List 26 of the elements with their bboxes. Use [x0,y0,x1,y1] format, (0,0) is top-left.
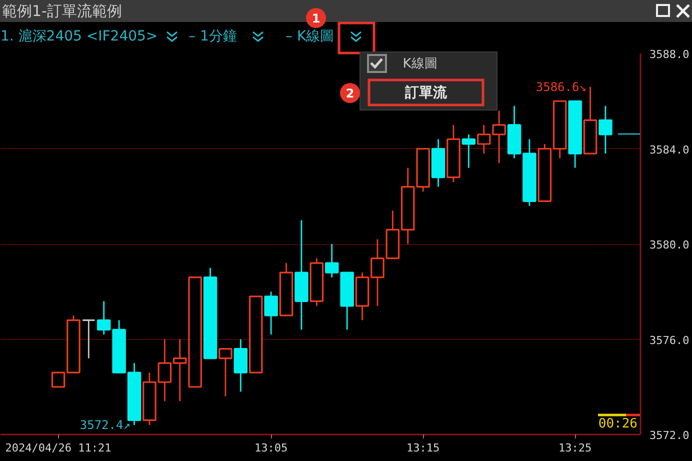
annotation: 3572.4↗ [80,418,130,432]
annotation: 3586.6↘ [536,80,586,94]
y-tick-label: 3580.0 [650,238,690,252]
chart-title: 範例1-訂單流範例 [2,2,122,20]
y-tick-label: 3584.0 [650,143,690,156]
x-tick-label: 13:05 [254,442,288,454]
candlestick [82,319,96,359]
candlestick [598,105,612,154]
annotation: 00:26 [598,416,638,432]
x-tick-label: 13:15 [406,442,440,454]
chart-subtitle: 1. 滬深2405 <IF2405> [0,28,158,44]
candlestick [462,134,476,168]
text: – K線圖 [286,28,334,44]
text: – 1分鐘 [188,28,237,44]
annotation: 訂單流 [404,84,448,101]
y-tick-label: 3572.0 [650,429,690,442]
candlestick [218,348,232,398]
annotation: 2 [346,86,354,100]
x-tick-label: 2024/04/26 11:21 [5,442,112,454]
candlestick [234,338,248,392]
candlestick [264,290,278,336]
annotation: K線圖 [402,56,438,72]
text: 1 [312,12,320,26]
y-tick-label: 3588.0 [650,48,690,61]
y-tick-label: 3576.0 [650,334,690,347]
x-tick-label: 13:25 [558,442,592,454]
